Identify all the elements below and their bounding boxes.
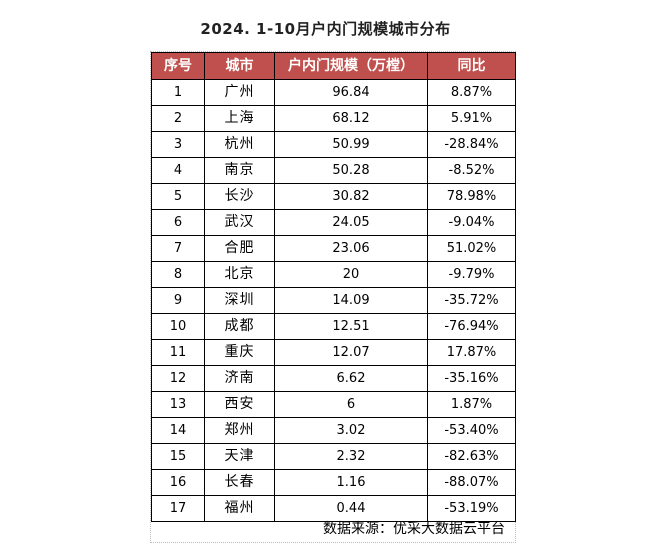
cell-yoy: 51.02% [427,235,516,262]
cell-yoy: -53.19% [427,495,516,522]
table-row: 15 天津 2.32 -82.63% [151,443,516,470]
cell-city: 长沙 [204,183,275,210]
cell-city: 西安 [204,391,275,418]
cell-city: 广州 [204,79,275,106]
cell-city: 济南 [204,365,275,392]
cell-yoy: -82.63% [427,443,516,470]
cell-city: 杭州 [204,131,275,158]
cell-city: 北京 [204,261,275,288]
cell-rank: 15 [151,443,205,470]
cell-scale: 3.02 [274,417,428,444]
cell-city: 郑州 [204,417,275,444]
cell-rank: 10 [151,313,205,340]
table-row: 16 长春 1.16 -88.07% [151,469,516,496]
cell-scale: 68.12 [274,105,428,132]
table-row: 3 杭州 50.99 -28.84% [151,131,516,158]
cell-yoy: -35.16% [427,365,516,392]
cell-yoy: 78.98% [427,183,516,210]
column-header-scale: 户内门规模（万樘） [274,52,428,80]
cell-scale: 20 [274,261,428,288]
cell-rank: 1 [151,79,205,106]
column-header-city: 城市 [204,52,275,80]
cell-city: 南京 [204,157,275,184]
cell-city: 天津 [204,443,275,470]
cell-rank: 17 [151,495,205,522]
cell-scale: 12.51 [274,313,428,340]
cell-yoy: -35.72% [427,287,516,314]
table-row: 17 福州 0.44 -53.19% [151,495,516,522]
table-row: 9 深圳 14.09 -35.72% [151,287,516,314]
cell-rank: 4 [151,157,205,184]
cell-yoy: 8.87% [427,79,516,106]
table-row: 5 长沙 30.82 78.98% [151,183,516,210]
cell-scale: 23.06 [274,235,428,262]
cell-scale: 30.82 [274,183,428,210]
table-row: 11 重庆 12.07 17.87% [151,339,516,366]
cell-yoy: -28.84% [427,131,516,158]
cell-city: 合肥 [204,235,275,262]
cell-rank: 8 [151,261,205,288]
cell-scale: 24.05 [274,209,428,236]
cell-city: 武汉 [204,209,275,236]
cell-rank: 16 [151,469,205,496]
cell-rank: 13 [151,391,205,418]
table-row: 14 郑州 3.02 -53.40% [151,417,516,444]
cell-scale: 50.28 [274,157,428,184]
cell-yoy: -8.52% [427,157,516,184]
cell-rank: 2 [151,105,205,132]
cell-yoy: -76.94% [427,313,516,340]
cell-city: 上海 [204,105,275,132]
page-title: 2024. 1-10月户内门规模城市分布 [200,20,451,38]
table-row: 13 西安 6 1.87% [151,391,516,418]
cell-scale: 50.99 [274,131,428,158]
cell-rank: 3 [151,131,205,158]
table-row: 7 合肥 23.06 51.02% [151,235,516,262]
cell-rank: 12 [151,365,205,392]
cell-yoy: 5.91% [427,105,516,132]
cell-city: 成都 [204,313,275,340]
cell-scale: 2.32 [274,443,428,470]
table-row: 8 北京 20 -9.79% [151,261,516,288]
cell-city: 福州 [204,495,275,522]
cell-yoy: -9.79% [427,261,516,288]
cell-yoy: -53.40% [427,417,516,444]
cell-city: 长春 [204,469,275,496]
table-header-row: 序号 城市 户内门规模（万樘） 同比 [151,52,516,80]
cell-scale: 6.62 [274,365,428,392]
cell-rank: 6 [151,209,205,236]
table-row: 12 济南 6.62 -35.16% [151,365,516,392]
table-row: 6 武汉 24.05 -9.04% [151,209,516,236]
table-row: 2 上海 68.12 5.91% [151,105,516,132]
city-distribution-table: 序号 城市 户内门规模（万樘） 同比 1 广州 96.84 8.87% 2 上海 68.12… [151,52,516,522]
cell-yoy: 17.87% [427,339,516,366]
cell-yoy: -9.04% [427,209,516,236]
cell-rank: 14 [151,417,205,444]
data-source-note: 数据来源：优采大数据云平台 [323,521,505,537]
cell-city: 重庆 [204,339,275,366]
table-row: 10 成都 12.51 -76.94% [151,313,516,340]
cell-rank: 11 [151,339,205,366]
cell-scale: 96.84 [274,79,428,106]
column-header-rank: 序号 [151,52,205,80]
cell-yoy: 1.87% [427,391,516,418]
cell-scale: 14.09 [274,287,428,314]
cell-rank: 7 [151,235,205,262]
cell-rank: 9 [151,287,205,314]
cell-scale: 6 [274,391,428,418]
cell-scale: 12.07 [274,339,428,366]
table-frame [150,51,516,543]
table-body: 1 广州 96.84 8.87% 2 上海 68.12 5.91% 3 杭州 50.99 -28.84… [151,79,516,522]
table-row: 1 广州 96.84 8.87% [151,79,516,106]
cell-yoy: -88.07% [427,469,516,496]
cell-scale: 1.16 [274,469,428,496]
cell-rank: 5 [151,183,205,210]
column-header-yoy: 同比 [427,52,516,80]
cell-city: 深圳 [204,287,275,314]
table-row: 4 南京 50.28 -8.52% [151,157,516,184]
